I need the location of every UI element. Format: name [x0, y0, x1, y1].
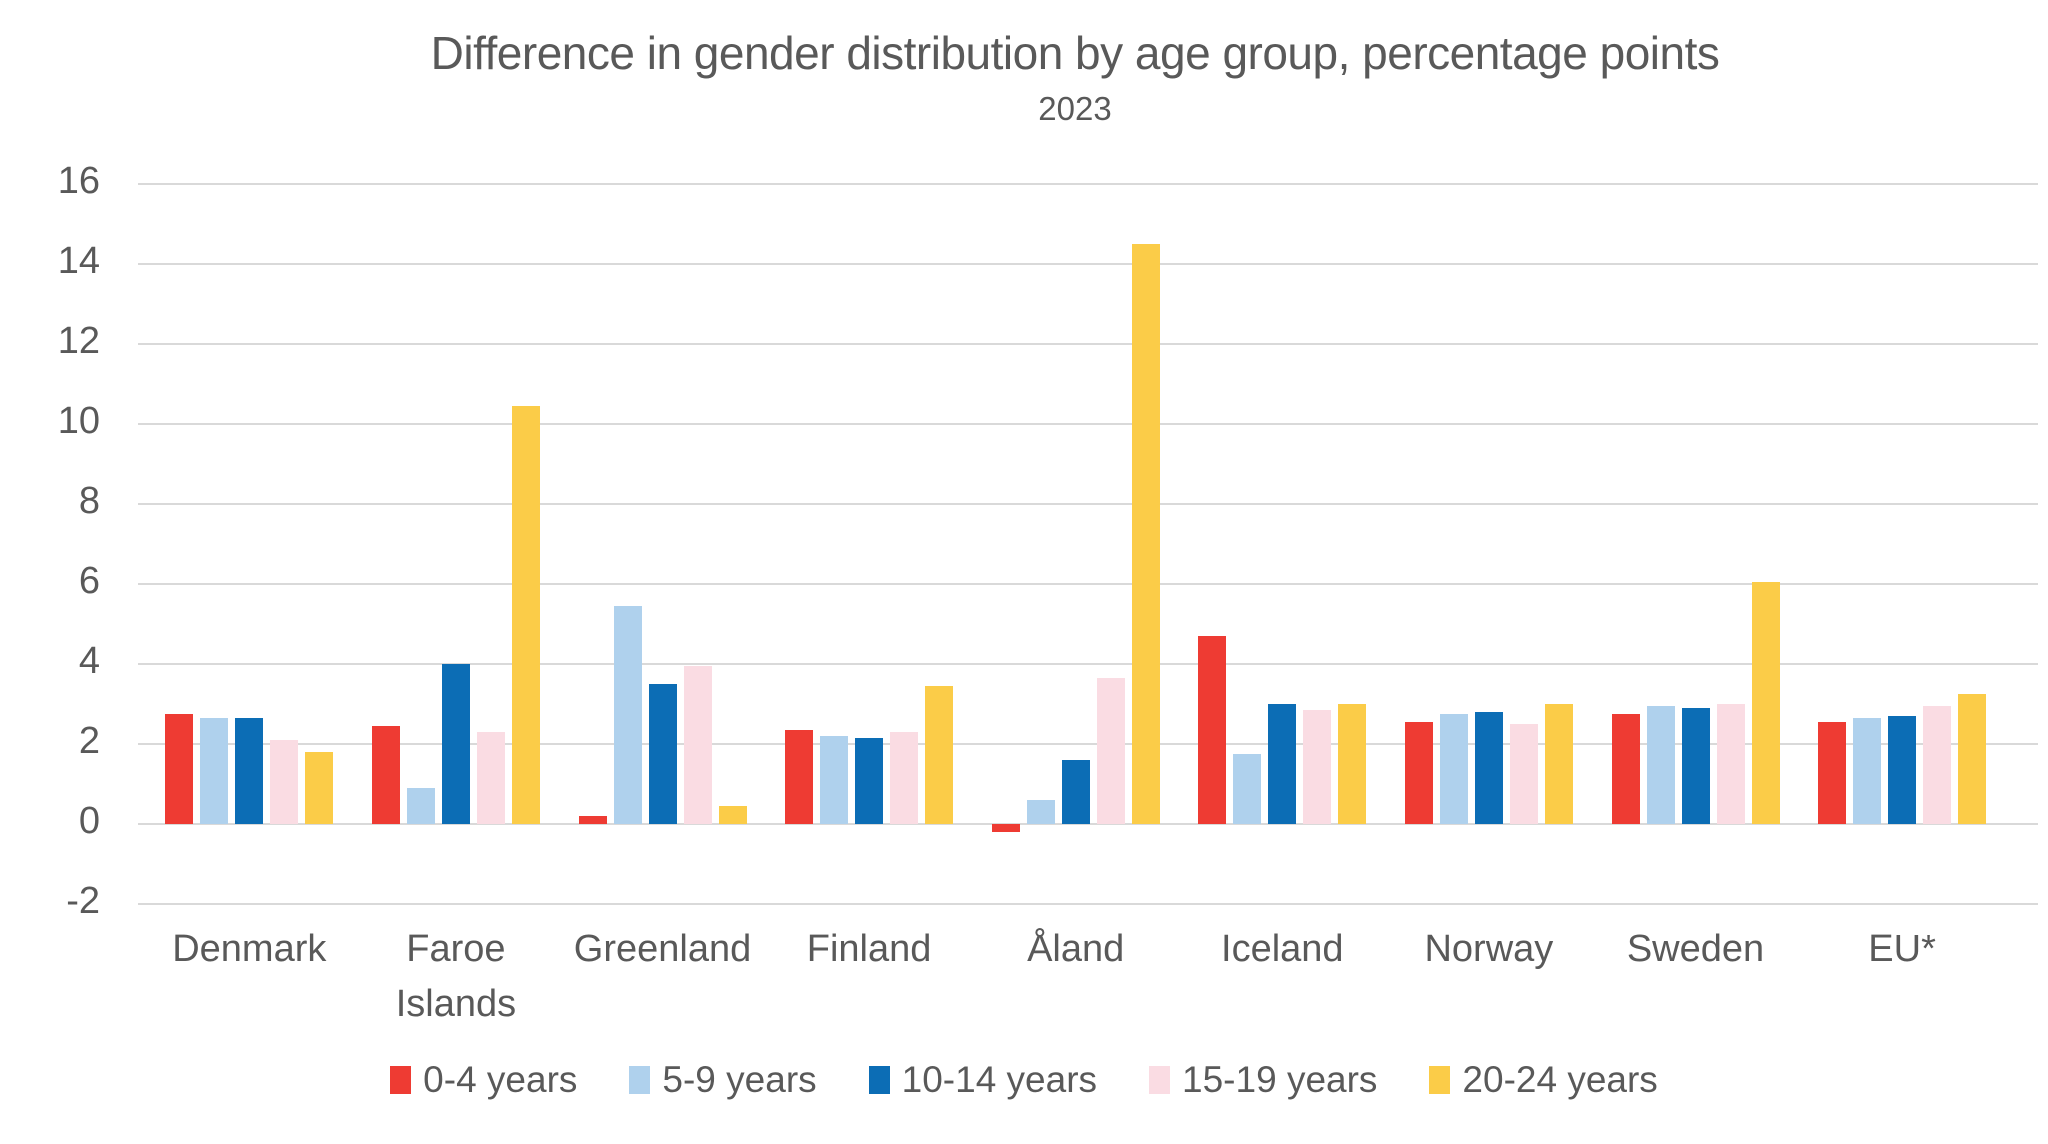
bar-20-24-years-Iceland: [1338, 704, 1367, 824]
legend-swatch-icon: [1149, 1066, 1171, 1094]
legend-swatch-icon: [390, 1066, 412, 1094]
bar-10-14-years-Åland: [1061, 760, 1090, 824]
legend-label: 5-9 years: [662, 1059, 817, 1100]
gridline-y8: [138, 503, 2038, 505]
legend-item-5-9-years: 5-9 years: [629, 1059, 817, 1101]
bar-10-14-years-Finland: [855, 738, 884, 824]
x-axis-category-label: Norway: [1424, 928, 1554, 970]
bar-10-14-years-Norway: [1474, 712, 1503, 824]
bar-10-14-years-Sweden: [1681, 708, 1710, 824]
bar-5-9-years-Sweden: [1646, 706, 1675, 824]
gridline-y0: [138, 823, 2038, 825]
bar-5-9-years-Finland: [820, 736, 849, 824]
bar-5-9-years-Faroe-Islands: [406, 788, 435, 824]
bar-15-19-years-Denmark: [270, 740, 299, 824]
chart-title: Difference in gender distribution by age…: [430, 27, 1720, 79]
bar-15-19-years-Faroe-Islands: [476, 732, 505, 824]
legend-item-0-4-years: 0-4 years: [390, 1059, 577, 1101]
gridline-y12: [138, 343, 2038, 345]
y-axis-tick-label: 14: [57, 240, 100, 282]
x-axis-category-label: Iceland: [1221, 928, 1344, 970]
x-axis-category-label: EU*: [1868, 928, 1936, 970]
y-axis-tick-label: 6: [78, 560, 100, 602]
legend-swatch-icon: [629, 1066, 651, 1094]
bar-10-14-years-Denmark: [235, 718, 264, 824]
bar-0-4-years-Åland: [991, 824, 1020, 832]
bar-20-24-years-Greenland: [718, 806, 747, 824]
y-axis-tick-label: 16: [57, 160, 100, 202]
x-axis-category-label: Denmark: [172, 928, 327, 970]
bar-0-4-years-Greenland: [578, 816, 607, 824]
x-axis-category-label: Åland: [1027, 928, 1125, 970]
gridline-y6: [138, 583, 2038, 585]
bar-5-9-years-Denmark: [200, 718, 229, 824]
x-axis-category-label: Finland: [806, 928, 932, 970]
bar-20-24-years-EU*: [1958, 694, 1987, 824]
legend: 0-4 years 5-9 years 10-14 years 15-19 years…: [0, 1056, 2048, 1104]
bar-0-4-years-Sweden: [1611, 714, 1640, 824]
bar-5-9-years-Norway: [1439, 714, 1468, 824]
x-axis-category-label: Greenland: [573, 928, 752, 970]
gridline-y2: [138, 743, 2038, 745]
bar-20-24-years-Faroe-Islands: [511, 406, 540, 824]
bar-5-9-years-Iceland: [1233, 754, 1262, 824]
bar-10-14-years-Iceland: [1268, 704, 1297, 824]
bar-15-19-years-Norway: [1509, 724, 1538, 824]
legend-item-15-19-years: 15-19 years: [1149, 1059, 1377, 1101]
bar-20-24-years-Denmark: [305, 752, 334, 824]
legend-label: 0-4 years: [423, 1059, 578, 1100]
legend-label: 10-14 years: [901, 1059, 1098, 1100]
y-axis-tick-label: 10: [57, 400, 100, 442]
y-axis-tick-label: 12: [57, 320, 100, 362]
bar-0-4-years-Iceland: [1198, 636, 1227, 824]
x-axis-category-label: Faroe Islands: [395, 928, 517, 1026]
x-axis-category-label: Sweden: [1626, 928, 1765, 970]
bar-15-19-years-Åland: [1096, 678, 1125, 824]
gridline-y-2: [138, 903, 2038, 905]
legend-swatch-icon: [868, 1066, 890, 1094]
bar-0-4-years-EU*: [1818, 722, 1847, 824]
bar-10-14-years-EU*: [1888, 716, 1917, 824]
gridline-y4: [138, 663, 2038, 665]
y-axis-tick-label: -2: [66, 880, 100, 922]
bar-10-14-years-Greenland: [648, 684, 677, 824]
legend-label: 20-24 years: [1462, 1059, 1658, 1100]
legend-item-10-14-years: 10-14 years: [868, 1059, 1098, 1101]
bar-15-19-years-Greenland: [683, 666, 712, 824]
bar-0-4-years-Faroe-Islands: [371, 726, 400, 824]
bar-0-4-years-Denmark: [165, 714, 194, 824]
bar-15-19-years-Iceland: [1303, 710, 1332, 824]
bar-0-4-years-Finland: [785, 730, 814, 824]
bar-20-24-years-Norway: [1544, 704, 1573, 824]
y-axis-tick-label: 0: [78, 800, 100, 842]
bar-10-14-years-Faroe-Islands: [441, 664, 470, 824]
legend-item-20-24-years: 20-24 years: [1429, 1059, 1658, 1101]
bar-5-9-years-Greenland: [613, 606, 642, 824]
bar-5-9-years-EU*: [1853, 718, 1882, 824]
legend-label: 15-19 years: [1182, 1059, 1378, 1100]
legend-swatch-icon: [1429, 1066, 1451, 1094]
y-axis-tick-label: 8: [78, 480, 100, 522]
bar-20-24-years-Åland: [1131, 244, 1160, 824]
bar-20-24-years-Sweden: [1751, 582, 1780, 824]
bar-5-9-years-Åland: [1026, 800, 1055, 824]
gridline-y16: [138, 183, 2038, 185]
y-axis-tick-label: 2: [78, 720, 100, 762]
bar-15-19-years-EU*: [1923, 706, 1952, 824]
y-axis-tick-label: 4: [78, 640, 100, 682]
gridline-y10: [138, 423, 2038, 425]
gridline-y14: [138, 263, 2038, 265]
bar-15-19-years-Finland: [890, 732, 919, 824]
chart-subtitle: 2023: [1038, 90, 1112, 127]
bar-0-4-years-Norway: [1404, 722, 1433, 824]
bar-20-24-years-Finland: [925, 686, 954, 824]
bar-15-19-years-Sweden: [1716, 704, 1745, 824]
